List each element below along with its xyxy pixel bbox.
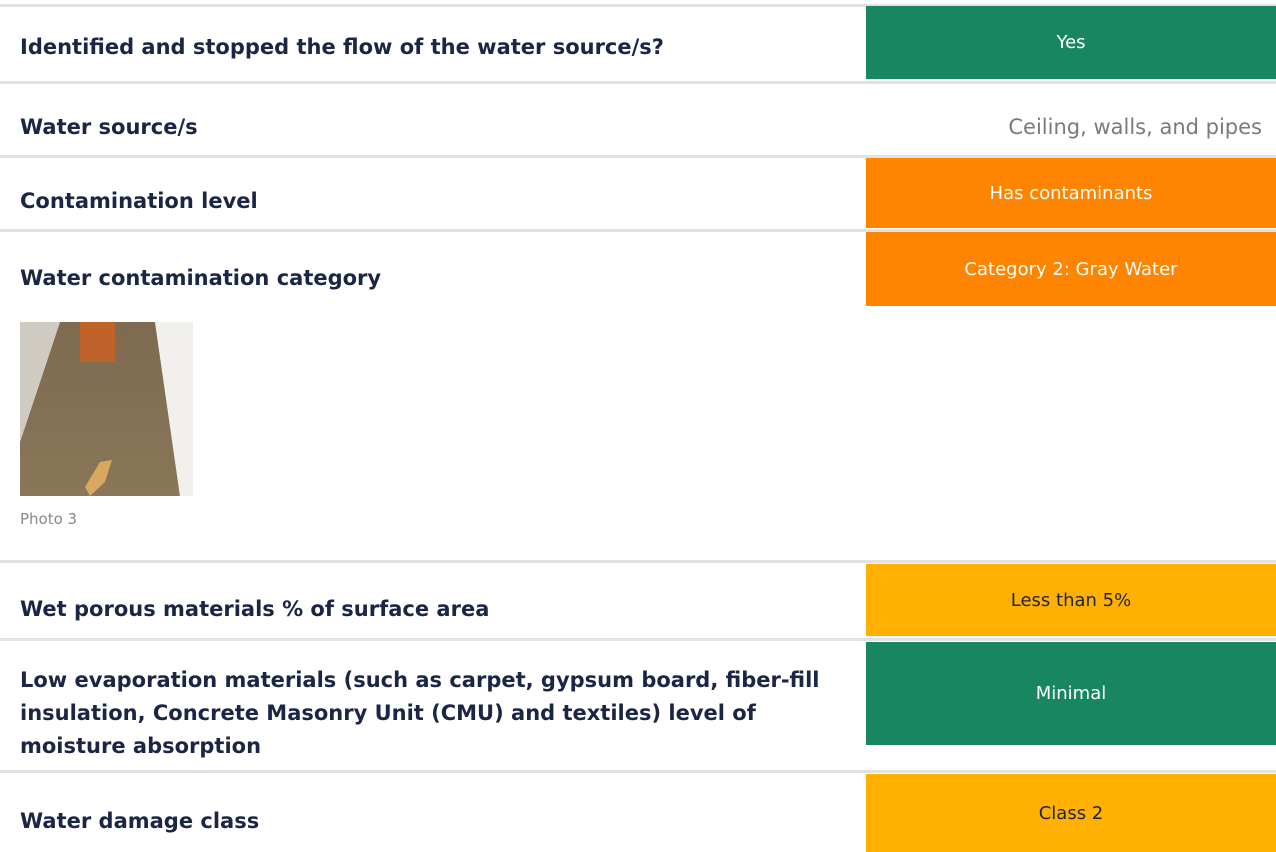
status-badge: Has contaminants: [866, 158, 1276, 228]
page: {"rows": [ {"label": "Identified and sto…: [0, 0, 1276, 852]
row-label: Water damage class: [20, 805, 840, 838]
row-label: Wet porous materials % of surface area: [20, 593, 840, 626]
photo-caption: Photo 3: [20, 510, 77, 528]
divider: [0, 560, 1276, 563]
divider: [0, 770, 1276, 773]
row-label: Contamination level: [20, 185, 840, 218]
row-label: Water source/s: [20, 111, 840, 144]
status-badge: Class 2: [866, 774, 1276, 852]
divider: [0, 81, 1276, 84]
row-label: Water contamination category: [20, 262, 840, 295]
row-label: Identified and stopped the flow of the w…: [20, 31, 840, 64]
divider: [0, 638, 1276, 641]
photo-thumbnail[interactable]: [20, 322, 193, 496]
row-value: Ceiling, walls, and pipes: [1008, 111, 1262, 144]
status-badge: Less than 5%: [866, 564, 1276, 636]
status-badge: Minimal: [866, 642, 1276, 745]
row-label: Low evaporation materials (such as carpe…: [20, 664, 840, 763]
status-badge: Category 2: Gray Water: [866, 232, 1276, 306]
status-badge: Yes: [866, 6, 1276, 79]
